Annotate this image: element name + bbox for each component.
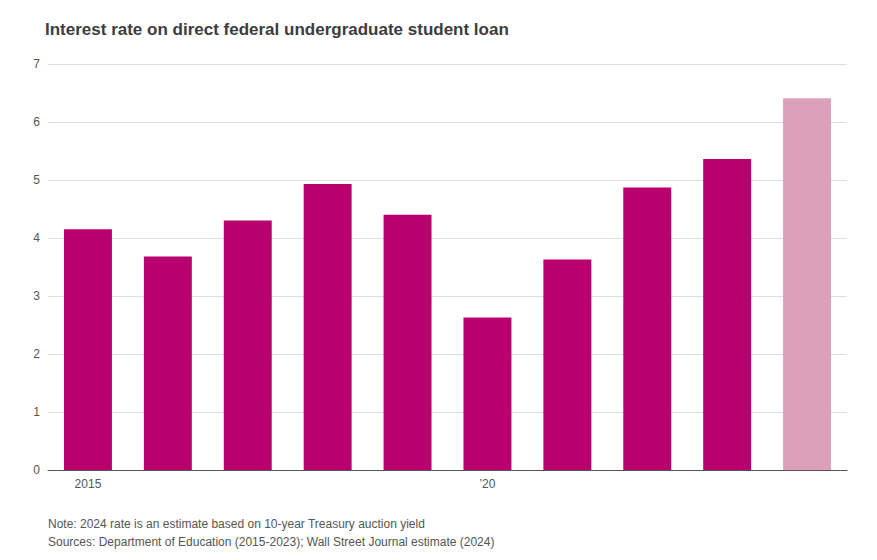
svg-text:0: 0 <box>33 463 40 477</box>
svg-text:4: 4 <box>33 231 40 245</box>
svg-text:Interest rate on direct federa: Interest rate on direct federal undergra… <box>45 20 509 39</box>
svg-text:3: 3 <box>33 289 40 303</box>
svg-text:7: 7 <box>33 57 40 71</box>
svg-text:Sources: Department of Educati: Sources: Department of Education (2015-2… <box>48 535 494 549</box>
svg-text:6: 6 <box>33 115 40 129</box>
svg-text:Note: 2024 rate is an estimate: Note: 2024 rate is an estimate based on … <box>48 517 425 531</box>
svg-text:’20: ’20 <box>479 477 495 491</box>
svg-text:5: 5 <box>33 173 40 187</box>
svg-text:2015: 2015 <box>75 477 102 491</box>
svg-text:1: 1 <box>33 405 40 419</box>
svg-text:2: 2 <box>33 347 40 361</box>
